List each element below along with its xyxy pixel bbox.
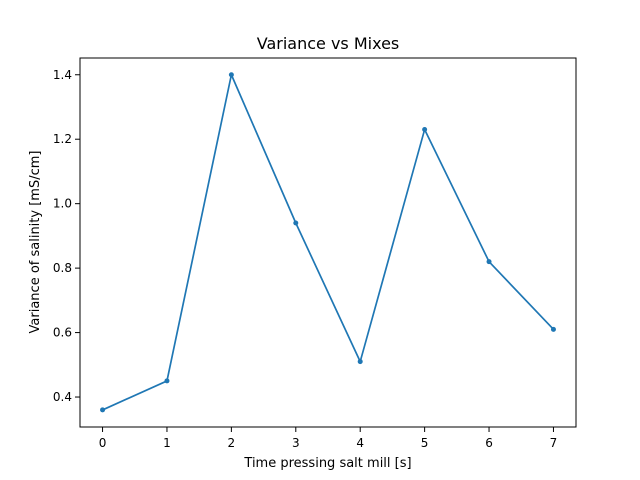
y-tick-label: 0.6 [53,326,72,340]
x-tick-label: 4 [356,436,364,450]
y-axis-label: Variance of salinity [mS/cm] [28,151,43,334]
series-line [102,73,555,411]
x-tick-label: 3 [292,436,300,450]
x-tick-label: 7 [550,436,558,450]
data-series [100,72,556,413]
data-point [100,407,106,413]
data-point [486,259,492,265]
y-tick-label: 1.0 [53,197,72,211]
y-axis: 0.4 0.6 0.8 1.0 1.2 1.4 [53,68,80,404]
y-tick-label: 0.8 [53,261,72,275]
data-point [293,220,299,226]
data-point [228,72,234,78]
y-tick-label: 1.4 [53,68,72,82]
x-axis-label: Time pressing salt mill [s] [243,456,411,471]
x-axis: 0 1 2 3 4 5 6 7 [99,427,558,450]
x-tick-label: 2 [228,436,236,450]
data-point [422,127,428,133]
data-point [357,359,363,365]
data-point [164,378,170,384]
x-tick-label: 1 [163,436,171,450]
y-tick-label: 1.2 [53,132,72,146]
y-tick-label: 0.4 [53,390,72,404]
chart-title: Variance vs Mixes [257,34,400,53]
data-point [550,326,556,332]
x-tick-label: 5 [421,436,429,450]
x-tick-label: 6 [485,436,493,450]
plot-frame [79,57,577,428]
x-tick-label: 0 [99,436,107,450]
